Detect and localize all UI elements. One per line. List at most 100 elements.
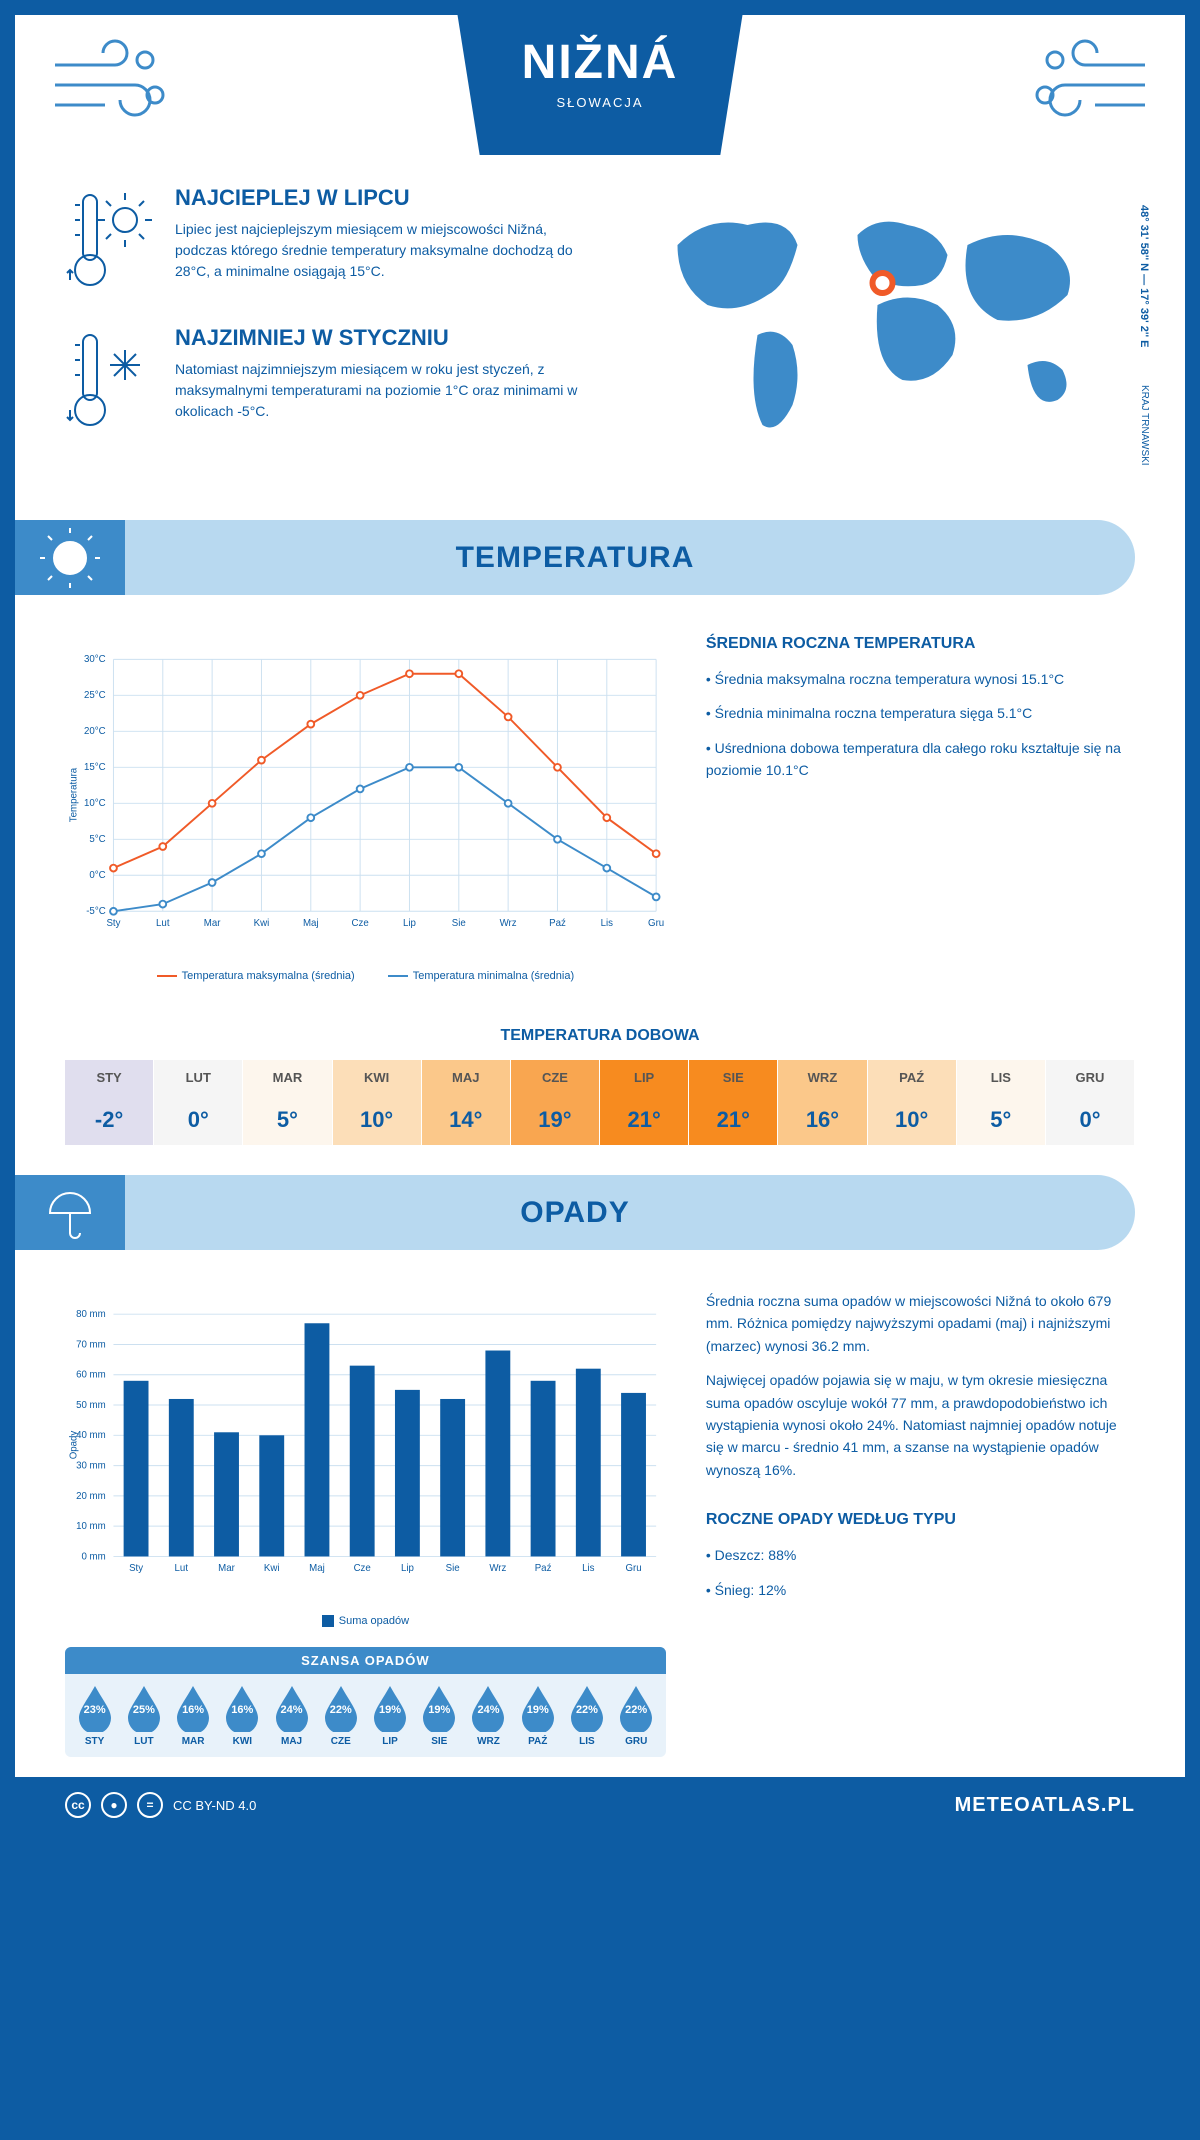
- precip-title: OPADY: [520, 1196, 629, 1230]
- precip-chance-cell: 22% LIS: [562, 1684, 611, 1747]
- infographic-page: NIŽNÁ SŁOWACJA: [15, 15, 1185, 1833]
- warmest-text: Lipiec jest najcieplejszym miesiącem w m…: [175, 219, 580, 282]
- dobowa-cell: LIP 21°: [600, 1060, 689, 1145]
- city-title: NIŽNÁ: [522, 35, 679, 90]
- precip-chance-cell: 16% KWI: [218, 1684, 267, 1747]
- precip-chance-box: SZANSA OPADÓW 23% STY 25% LUT 16% MAR 16…: [65, 1647, 666, 1757]
- svg-text:10 mm: 10 mm: [76, 1521, 106, 1532]
- temperature-line-chart: -5°C0°C5°C10°C15°C20°C25°C30°CStyLutMarK…: [65, 635, 666, 955]
- svg-text:Maj: Maj: [309, 1563, 325, 1574]
- precip-chance-cell: 24% WRZ: [464, 1684, 513, 1747]
- svg-text:30 mm: 30 mm: [76, 1461, 106, 1472]
- precip-chance-cell: 19% SIE: [415, 1684, 464, 1747]
- coordinates: 48° 31' 58'' N — 17° 39' 2'' E: [1138, 205, 1150, 348]
- svg-text:Opady: Opady: [69, 1431, 80, 1460]
- dobowa-cell: WRZ 16°: [778, 1060, 867, 1145]
- svg-text:60 mm: 60 mm: [76, 1370, 106, 1381]
- precip-chance-cell: 19% PAŹ: [513, 1684, 562, 1747]
- temp-section-header: TEMPERATURA: [15, 520, 1135, 595]
- dobowa-title: TEMPERATURA DOBOWA: [15, 1027, 1185, 1045]
- world-map: [620, 185, 1135, 465]
- svg-text:Cze: Cze: [354, 1563, 371, 1574]
- umbrella-tab-icon: [15, 1175, 125, 1250]
- svg-text:Mar: Mar: [218, 1563, 235, 1574]
- svg-text:Mar: Mar: [204, 918, 221, 929]
- svg-text:0°C: 0°C: [89, 870, 105, 881]
- svg-text:40 mm: 40 mm: [76, 1430, 106, 1441]
- precip-chance-cell: 23% STY: [70, 1684, 119, 1747]
- svg-text:20 mm: 20 mm: [76, 1491, 106, 1502]
- intro-section: NAJCIEPLEJ W LIPCU Lipiec jest najcieple…: [15, 155, 1185, 500]
- svg-text:25°C: 25°C: [84, 690, 106, 701]
- wind-icon: [45, 35, 185, 135]
- svg-text:30°C: 30°C: [84, 654, 106, 665]
- svg-text:Kwi: Kwi: [264, 1563, 280, 1574]
- avg-annual-b3: • Uśredniona dobowa temperatura dla całe…: [706, 737, 1135, 782]
- svg-text:70 mm: 70 mm: [76, 1339, 106, 1350]
- svg-text:Kwi: Kwi: [254, 918, 270, 929]
- svg-text:Lis: Lis: [582, 1563, 595, 1574]
- svg-text:Lip: Lip: [401, 1563, 414, 1574]
- dobowa-cell: CZE 19°: [511, 1060, 600, 1145]
- svg-text:Sie: Sie: [452, 918, 466, 929]
- precipitation-bar-chart: 0 mm 10 mm 20 mm 30 mm 40 mm 50 mm 60 mm 70 mm 8…: [65, 1290, 666, 1600]
- location-marker: [873, 273, 893, 293]
- avg-annual-box: ŚREDNIA ROCZNA TEMPERATURA • Średnia mak…: [706, 635, 1135, 982]
- dobowa-cell: PAŹ 10°: [868, 1060, 957, 1145]
- precip-chance-title: SZANSA OPADÓW: [65, 1647, 666, 1674]
- sun-tab-icon: [15, 520, 125, 595]
- dobowa-cell: MAJ 14°: [422, 1060, 511, 1145]
- warmest-block: NAJCIEPLEJ W LIPCU Lipiec jest najcieple…: [65, 185, 580, 295]
- svg-text:50 mm: 50 mm: [76, 1400, 106, 1411]
- svg-text:Lut: Lut: [175, 1563, 189, 1574]
- svg-text:Sty: Sty: [106, 918, 120, 929]
- dobowa-cell: MAR 5°: [243, 1060, 332, 1145]
- region-label: KRAJ TRNAWSKI: [1139, 385, 1150, 466]
- precip-chance-cell: 24% MAJ: [267, 1684, 316, 1747]
- precip-section-header: OPADY: [15, 1175, 1135, 1250]
- precip-legend: Suma opadów: [65, 1615, 666, 1627]
- header: NIŽNÁ SŁOWACJA: [15, 15, 1185, 155]
- nd-icon: =: [137, 1792, 163, 1818]
- temp-legend: Temperatura maksymalna (średnia) Tempera…: [65, 970, 666, 982]
- svg-text:20°C: 20°C: [84, 726, 106, 737]
- svg-text:Temperatura: Temperatura: [69, 767, 80, 822]
- title-banner: NIŽNÁ SŁOWACJA: [442, 15, 759, 155]
- by-icon: ●: [101, 1792, 127, 1818]
- svg-text:5°C: 5°C: [89, 834, 105, 845]
- precip-chance-cell: 22% GRU: [612, 1684, 661, 1747]
- svg-text:-5°C: -5°C: [86, 906, 105, 917]
- avg-annual-b2: • Średnia minimalna roczna temperatura s…: [706, 702, 1135, 724]
- precip-chance-cell: 19% LIP: [365, 1684, 414, 1747]
- license-text: CC BY-ND 4.0: [173, 1798, 256, 1813]
- svg-text:Sty: Sty: [129, 1563, 143, 1574]
- precip-text-box: Średnia roczna suma opadów w miejscowośc…: [706, 1290, 1135, 1757]
- precip-p1: Średnia roczna suma opadów w miejscowośc…: [706, 1290, 1135, 1357]
- precip-type-b1: • Deszcz: 88%: [706, 1544, 1135, 1566]
- footer: cc ● = CC BY-ND 4.0 METEOATLAS.PL: [15, 1777, 1185, 1833]
- precip-chance-cell: 16% MAR: [168, 1684, 217, 1747]
- temp-title: TEMPERATURA: [456, 541, 695, 575]
- svg-text:Maj: Maj: [303, 918, 319, 929]
- dobowa-cell: GRU 0°: [1046, 1060, 1135, 1145]
- svg-text:Lis: Lis: [601, 918, 614, 929]
- svg-text:15°C: 15°C: [84, 762, 106, 773]
- svg-text:80 mm: 80 mm: [76, 1309, 106, 1320]
- precip-type-title: ROCZNE OPADY WEDŁUG TYPU: [706, 1511, 1135, 1529]
- svg-text:10°C: 10°C: [84, 798, 106, 809]
- coldest-text: Natomiast najzimniejszym miesiącem w rok…: [175, 359, 580, 422]
- precip-chance-cell: 25% LUT: [119, 1684, 168, 1747]
- dobowa-cell: LUT 0°: [154, 1060, 243, 1145]
- svg-text:Gru: Gru: [648, 918, 664, 929]
- daily-temp-table: STY -2° LUT 0° MAR 5° KWI 10° MAJ 14° CZ…: [65, 1060, 1135, 1145]
- brand: METEOATLAS.PL: [955, 1794, 1135, 1817]
- thermometer-hot-icon: [65, 185, 155, 295]
- svg-text:0 mm: 0 mm: [81, 1551, 105, 1562]
- dobowa-cell: STY -2°: [65, 1060, 154, 1145]
- svg-text:Lip: Lip: [403, 918, 416, 929]
- svg-text:Wrz: Wrz: [489, 1563, 506, 1574]
- wind-icon: [1015, 35, 1155, 135]
- dobowa-cell: KWI 10°: [333, 1060, 422, 1145]
- avg-annual-title: ŚREDNIA ROCZNA TEMPERATURA: [706, 635, 1135, 653]
- svg-text:Gru: Gru: [625, 1563, 641, 1574]
